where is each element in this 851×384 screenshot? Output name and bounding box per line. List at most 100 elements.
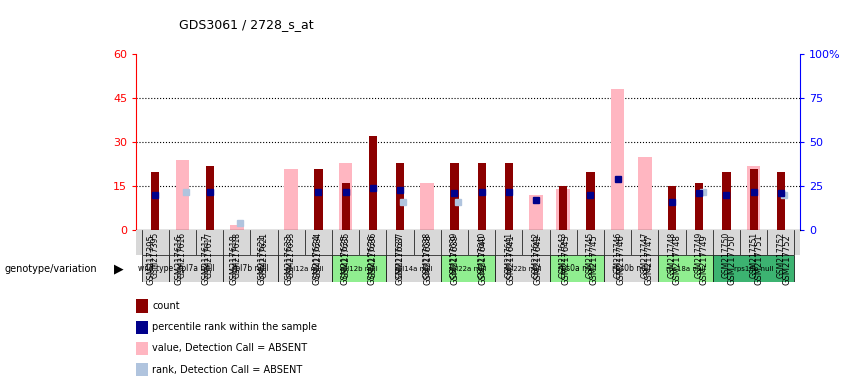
Text: GSM217634: GSM217634 <box>312 234 322 285</box>
Text: GSM217746: GSM217746 <box>617 234 625 285</box>
Text: GSM217395: GSM217395 <box>151 232 160 278</box>
Text: GSM217621: GSM217621 <box>257 234 266 285</box>
Bar <box>529 195 543 230</box>
Bar <box>713 255 795 282</box>
Text: GSM217636: GSM217636 <box>368 232 377 278</box>
Bar <box>659 255 713 282</box>
Bar <box>477 163 486 230</box>
Bar <box>314 169 323 230</box>
Bar <box>604 255 659 282</box>
Bar <box>175 160 189 230</box>
Text: ▶: ▶ <box>114 262 123 275</box>
Text: rps0b null: rps0b null <box>612 264 650 273</box>
Text: GSM217641: GSM217641 <box>506 234 515 285</box>
Bar <box>441 255 495 282</box>
Bar <box>750 169 757 230</box>
Text: GSM217643: GSM217643 <box>559 232 568 278</box>
Bar <box>559 186 568 230</box>
Text: GSM217633: GSM217633 <box>285 234 294 285</box>
Text: GSM217748: GSM217748 <box>672 234 681 285</box>
Text: GSM217745: GSM217745 <box>586 232 595 278</box>
Text: rps0a null: rps0a null <box>557 264 596 273</box>
Bar <box>495 255 550 282</box>
Text: rpl14a null: rpl14a null <box>395 266 432 272</box>
Bar <box>136 363 148 376</box>
Text: GSM217749: GSM217749 <box>694 232 704 278</box>
Bar <box>284 169 298 230</box>
Text: GSM217749: GSM217749 <box>700 234 709 285</box>
Bar <box>611 89 625 230</box>
Bar <box>420 183 434 230</box>
Text: GSM217617: GSM217617 <box>202 234 211 285</box>
Text: GSM217633: GSM217633 <box>287 232 296 278</box>
Text: GSM217751: GSM217751 <box>749 232 758 278</box>
Bar <box>777 172 785 230</box>
Bar <box>136 321 148 334</box>
Text: GSM217637: GSM217637 <box>396 234 404 285</box>
Bar <box>586 172 595 230</box>
Text: GSM217638: GSM217638 <box>423 232 431 278</box>
Bar <box>557 189 570 230</box>
Bar <box>206 166 214 230</box>
Text: GSM217637: GSM217637 <box>396 232 404 278</box>
Text: wild type: wild type <box>138 264 173 273</box>
Text: GSM217639: GSM217639 <box>450 232 459 278</box>
Text: GSM217616: GSM217616 <box>174 234 183 285</box>
Bar <box>550 255 604 282</box>
Text: GSM217638: GSM217638 <box>423 234 432 285</box>
Bar <box>151 172 159 230</box>
Text: GSM217634: GSM217634 <box>314 232 323 278</box>
Bar <box>450 163 459 230</box>
Text: GSM217640: GSM217640 <box>477 232 486 278</box>
Bar <box>722 172 730 230</box>
Text: GSM217642: GSM217642 <box>532 232 540 278</box>
Text: GSM217747: GSM217747 <box>640 232 649 278</box>
Text: GSM217748: GSM217748 <box>667 232 677 278</box>
Text: GSM217395: GSM217395 <box>146 234 156 285</box>
Text: rpl22a null: rpl22a null <box>449 266 487 272</box>
Text: GSM217616: GSM217616 <box>178 232 187 278</box>
Text: rpl12b null: rpl12b null <box>340 266 378 272</box>
Bar <box>505 163 513 230</box>
Bar <box>668 186 677 230</box>
Bar <box>341 183 350 230</box>
Bar <box>386 255 441 282</box>
Bar <box>230 225 243 230</box>
Text: GSM217639: GSM217639 <box>451 234 460 285</box>
Text: GSM217752: GSM217752 <box>776 232 785 278</box>
Text: GSM217618: GSM217618 <box>230 234 238 285</box>
Text: rpl22b null: rpl22b null <box>504 266 541 272</box>
Bar <box>396 163 404 230</box>
Text: GSM217635: GSM217635 <box>341 232 350 278</box>
Text: GSM217641: GSM217641 <box>505 232 513 278</box>
Text: rpl12a null: rpl12a null <box>286 266 323 272</box>
Bar <box>368 136 377 230</box>
Text: count: count <box>152 301 180 311</box>
Text: genotype/variation: genotype/variation <box>4 264 97 274</box>
Text: percentile rank within the sample: percentile rank within the sample <box>152 322 317 333</box>
Text: GSM217618: GSM217618 <box>232 232 242 278</box>
Text: GSM217746: GSM217746 <box>614 232 622 278</box>
Text: rank, Detection Call = ABSENT: rank, Detection Call = ABSENT <box>152 364 302 375</box>
Text: GSM217642: GSM217642 <box>534 234 543 285</box>
Text: GSM217640: GSM217640 <box>478 234 488 285</box>
Text: value, Detection Call = ABSENT: value, Detection Call = ABSENT <box>152 343 307 354</box>
Text: GSM217750: GSM217750 <box>722 232 731 278</box>
Text: GSM217635: GSM217635 <box>340 234 349 285</box>
Text: rps18b null: rps18b null <box>734 266 774 272</box>
Bar <box>168 255 223 282</box>
Text: GSM217636: GSM217636 <box>368 234 377 285</box>
Text: GSM217752: GSM217752 <box>783 234 791 285</box>
Bar <box>339 163 352 230</box>
Text: rpl7a null: rpl7a null <box>178 264 214 273</box>
Text: GSM217621: GSM217621 <box>260 232 269 278</box>
Bar <box>136 342 148 355</box>
Text: GSM217751: GSM217751 <box>755 234 764 285</box>
Text: GSM217747: GSM217747 <box>644 234 654 285</box>
Bar <box>332 255 386 282</box>
Bar <box>747 166 761 230</box>
Text: GDS3061 / 2728_s_at: GDS3061 / 2728_s_at <box>179 18 313 31</box>
Text: GSM217745: GSM217745 <box>589 234 598 285</box>
Bar <box>695 183 704 230</box>
Text: GSM217643: GSM217643 <box>562 234 570 285</box>
